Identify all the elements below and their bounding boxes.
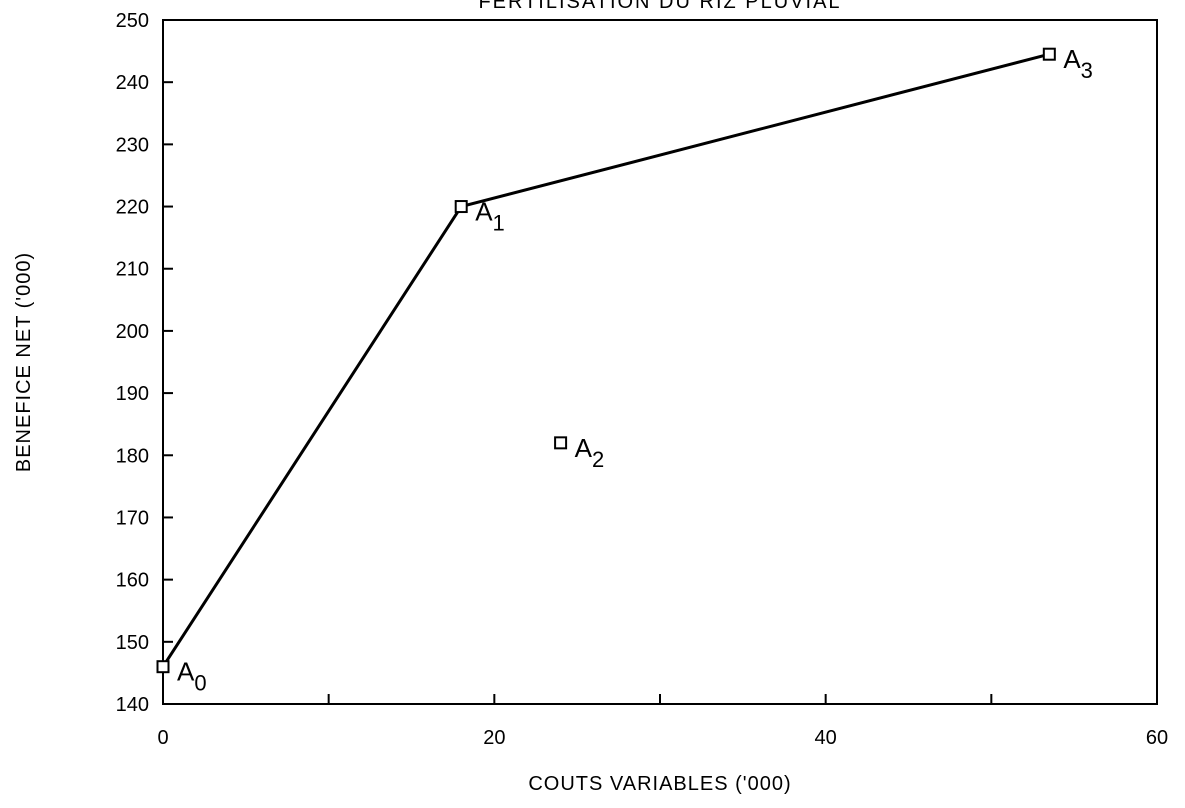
y-tick-label: 160 xyxy=(116,570,149,592)
y-tick-label: 140 xyxy=(116,694,149,716)
y-tick-label: 220 xyxy=(116,197,149,219)
x-tick-label: 40 xyxy=(815,727,837,749)
y-axis-title: BENEFICE NET ('000) xyxy=(13,252,35,472)
efficiency-frontier xyxy=(161,52,1050,668)
y-tick-label: 210 xyxy=(116,259,149,281)
point-marker-a0 xyxy=(156,660,170,674)
y-tick-label: 190 xyxy=(116,383,149,405)
plot-frame xyxy=(162,19,1158,705)
point-marker-a3 xyxy=(1042,47,1056,61)
y-tick-label: 200 xyxy=(116,321,149,343)
point-label-a3: A3 xyxy=(1063,44,1093,83)
point-label-a2: A2 xyxy=(575,433,605,472)
x-axis-title: COUTS VARIABLES ('000) xyxy=(528,773,791,795)
point-marker-a2 xyxy=(554,436,568,450)
y-tick-label: 150 xyxy=(116,632,149,654)
y-tick-label: 230 xyxy=(116,134,149,156)
y-tick-label: 170 xyxy=(116,507,149,529)
y-tick-label: 180 xyxy=(116,445,149,467)
y-tick-label: 240 xyxy=(116,72,149,94)
point-label-a0: A0 xyxy=(177,657,207,696)
x-tick-label: 60 xyxy=(1146,727,1168,749)
x-tick-label: 20 xyxy=(483,727,505,749)
chart-title: FERTILISATION DU RIZ PLUVIAL xyxy=(478,0,841,13)
y-tick-label: 250 xyxy=(116,10,149,32)
frontier-line xyxy=(161,52,1050,668)
point-marker-a1 xyxy=(454,200,468,214)
x-tick-label: 0 xyxy=(157,727,168,749)
data-points: A0 A1 A2 A3 xyxy=(156,44,1093,696)
point-label-a1: A1 xyxy=(475,197,505,236)
axis-ticks: 140 150 160 170 180 190 200 210 220 230 240 250 0 20 4… xyxy=(116,10,1169,749)
